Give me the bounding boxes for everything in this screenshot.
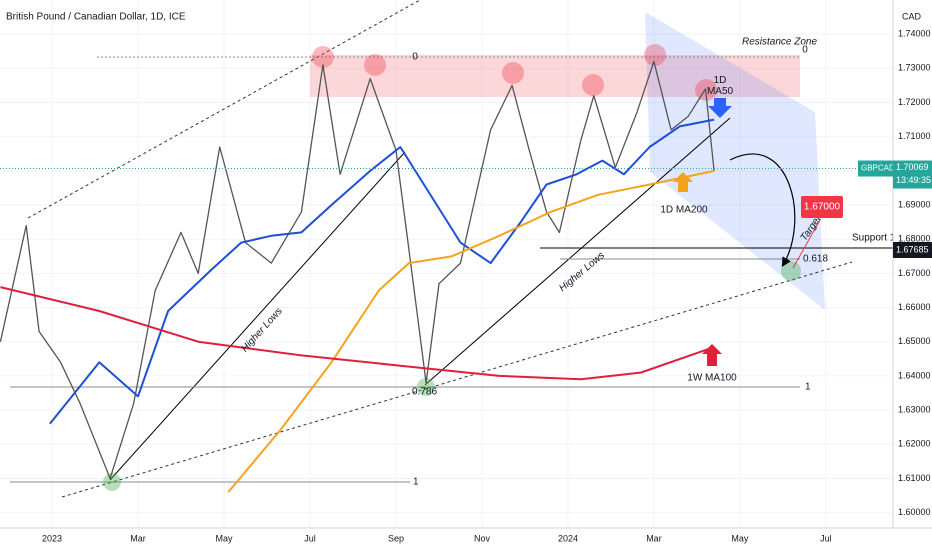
annotation: 0 [802,45,808,56]
y-tick-label: 1.61000 [898,473,931,483]
trend-line [424,117,731,386]
axis-panel [893,0,932,550]
y-tick-label: 1.67000 [898,268,931,278]
peak-circles [312,44,717,101]
annotation: 0 [412,52,418,63]
x-tick-label: Mar [646,533,662,543]
annotation: 1 [805,382,811,393]
series-line [0,286,711,381]
x-tick-label: Jul [820,533,832,543]
y-tick-label: 1.60000 [898,507,931,517]
annotation: 1 [413,477,419,488]
y-tick-label: 1.62000 [898,439,931,449]
annotation: 1W MA100 [687,373,737,384]
countdown: 13:49:35 [896,175,931,185]
target-tag [801,196,843,218]
arrow [702,344,722,366]
arrow [673,172,693,192]
x-tick-label: Nov [474,533,491,543]
y-tick-label: 1.65000 [898,336,931,346]
support-price: 1.67685 [896,244,929,254]
series-line [0,60,715,480]
chart-title: British Pound / Canadian Dollar, 1D, ICE [6,12,186,23]
series-line [49,118,715,425]
annotation: Support 1 [852,233,896,244]
target-price: 1.67000 [804,202,841,213]
channel-line [27,0,421,219]
arrow [708,98,732,118]
x-tick-label: Sep [388,533,404,543]
x-tick-label: May [215,533,233,543]
annotation: 0.786 [412,387,437,398]
series-line [227,169,715,493]
channel [645,12,825,310]
resistance-zone [310,55,800,97]
symbol: GBPCAD [861,164,895,173]
x-tick-label: 2023 [42,533,62,543]
channel-line [61,261,853,498]
x-tick-label: Mar [130,533,146,543]
price-tag [893,160,932,189]
x-tick-label: 2024 [558,533,578,543]
y-tick-label: 1.68000 [898,234,931,244]
projection-arrow [729,153,796,268]
y-tick-label: 1.74000 [898,29,931,39]
trend-line [109,151,406,481]
annotation: 1D MA200 [660,205,708,216]
symbol-tag [858,160,893,177]
last-price: 1.70069 [896,162,929,172]
annotation: 0.618 [803,254,828,265]
y-tick-label: 1.64000 [898,370,931,380]
y-tick-label: 1.66000 [898,302,931,312]
annotation: 1D MA50 [707,75,734,97]
price-tag [893,241,932,258]
y-tick-label: 1.72000 [898,97,931,107]
y-tick-label: 1.69000 [898,199,931,209]
currency: CAD [902,11,922,21]
y-tick-label: 1.63000 [898,404,931,414]
y-tick-label: 1.71000 [898,131,931,141]
x-tick-label: May [731,533,749,543]
target-line [792,219,821,269]
annotation: Resistance Zone [742,37,817,48]
y-tick-label: 1.73000 [898,63,931,73]
x-tick-label: Jul [304,533,316,543]
